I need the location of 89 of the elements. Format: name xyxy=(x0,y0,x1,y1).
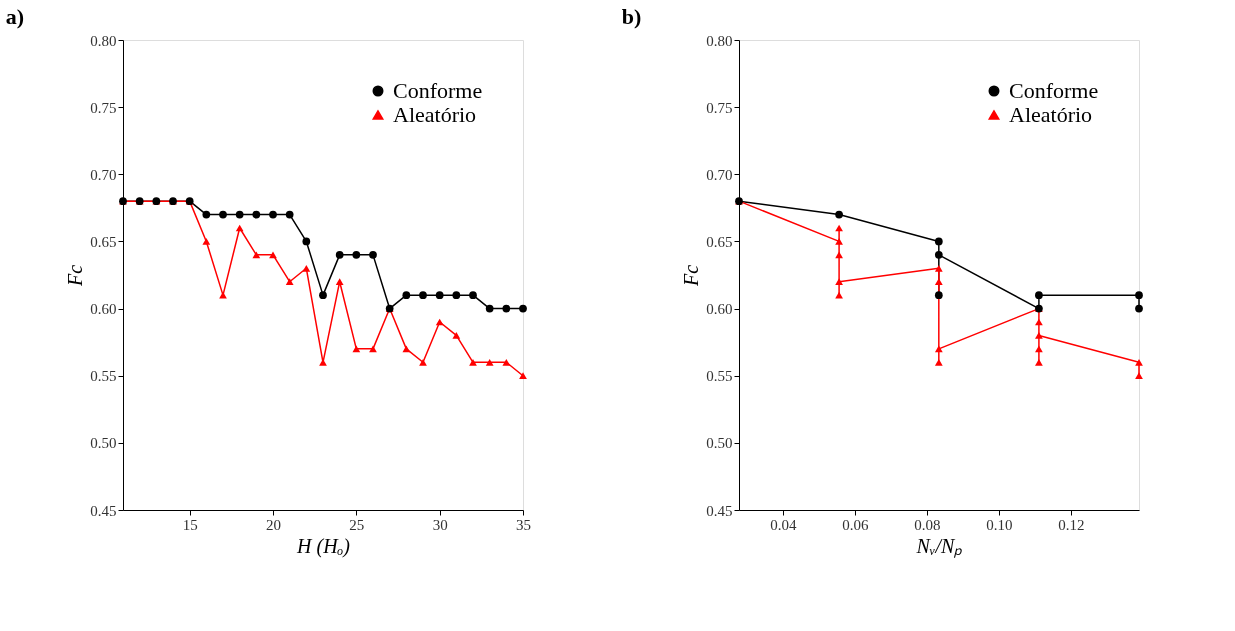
x-tick-label: 35 xyxy=(516,516,531,533)
legend-label: Conforme xyxy=(1009,78,1099,103)
y-axis-title: Fc xyxy=(680,264,703,288)
point xyxy=(402,291,411,300)
point xyxy=(469,291,477,300)
point xyxy=(369,250,377,259)
point xyxy=(934,278,943,286)
y-axis-title: Fc xyxy=(64,264,87,288)
point xyxy=(285,210,294,219)
point xyxy=(252,210,261,219)
point xyxy=(519,304,527,313)
point xyxy=(369,345,377,353)
y-tick-label: 0.70 xyxy=(90,166,117,183)
point xyxy=(934,264,943,272)
y-tick-label: 0.45 xyxy=(90,502,117,519)
legend-label: Aleatório xyxy=(1009,102,1093,127)
point xyxy=(835,278,843,286)
point xyxy=(335,250,344,259)
point xyxy=(452,291,461,300)
point xyxy=(269,210,277,219)
x-tick-label: 15 xyxy=(182,516,198,533)
y-tick-label: 0.65 xyxy=(706,233,733,250)
y-tick-label: 0.50 xyxy=(90,435,117,452)
y-tick-label: 0.45 xyxy=(706,502,733,519)
point xyxy=(269,251,277,259)
point xyxy=(452,332,461,339)
point xyxy=(235,210,244,219)
y-tick-label: 0.75 xyxy=(706,99,733,116)
point xyxy=(302,237,311,246)
y-tick-label: 0.80 xyxy=(90,32,117,49)
y-tick-label: 0.55 xyxy=(706,368,733,385)
point xyxy=(419,358,427,366)
x-tick-label: 0.06 xyxy=(842,516,870,533)
point xyxy=(1035,332,1043,339)
y-tick-label: 0.80 xyxy=(706,32,733,49)
x-tick-label: 0.12 xyxy=(1058,516,1085,533)
legend-label: Aleatório xyxy=(393,102,477,127)
point xyxy=(352,250,361,259)
x-tick-label: 0.10 xyxy=(986,516,1013,533)
point xyxy=(402,345,411,353)
point xyxy=(219,210,227,219)
point xyxy=(302,264,311,272)
y-tick-label: 0.50 xyxy=(706,435,733,452)
chart-title: b) xyxy=(621,4,642,29)
point xyxy=(419,291,427,300)
x-tick-label: 0.08 xyxy=(914,516,941,533)
point xyxy=(1135,358,1143,366)
point xyxy=(1035,345,1043,353)
point xyxy=(835,238,843,245)
point xyxy=(835,210,843,219)
point xyxy=(1035,358,1043,366)
point xyxy=(202,238,211,245)
point xyxy=(934,358,943,366)
point xyxy=(502,358,511,366)
chart-title: a) xyxy=(5,4,25,29)
point xyxy=(1035,291,1043,300)
x-tick-label: 25 xyxy=(349,516,365,533)
x-tick-label: 0.04 xyxy=(770,516,798,533)
point xyxy=(1135,304,1143,313)
point xyxy=(835,251,843,259)
point xyxy=(934,291,943,300)
point xyxy=(435,291,444,300)
point xyxy=(335,278,344,286)
point xyxy=(934,237,943,246)
x-tick-label: 30 xyxy=(432,516,448,533)
point xyxy=(519,372,527,380)
point xyxy=(202,210,211,219)
x-tick-label: 20 xyxy=(266,516,281,533)
y-tick-label: 0.55 xyxy=(90,368,117,385)
point xyxy=(502,304,511,313)
point xyxy=(485,304,494,313)
point xyxy=(469,358,477,366)
point xyxy=(285,278,294,286)
y-tick-label: 0.75 xyxy=(90,99,117,116)
point xyxy=(934,250,943,259)
point xyxy=(934,345,943,353)
y-tick-label: 0.60 xyxy=(90,301,117,318)
x-axis-title: Nᵥ/Nₚ xyxy=(915,534,964,558)
point xyxy=(352,345,361,353)
point xyxy=(252,251,261,259)
x-axis-title: H (Hₒ) xyxy=(296,534,351,558)
point xyxy=(1135,291,1143,300)
legend-label: Conforme xyxy=(393,78,483,103)
point xyxy=(485,358,494,366)
y-tick-label: 0.60 xyxy=(706,301,733,318)
point xyxy=(319,291,327,300)
y-tick-label: 0.65 xyxy=(90,233,117,250)
y-tick-label: 0.70 xyxy=(706,166,733,183)
point xyxy=(1135,372,1143,380)
